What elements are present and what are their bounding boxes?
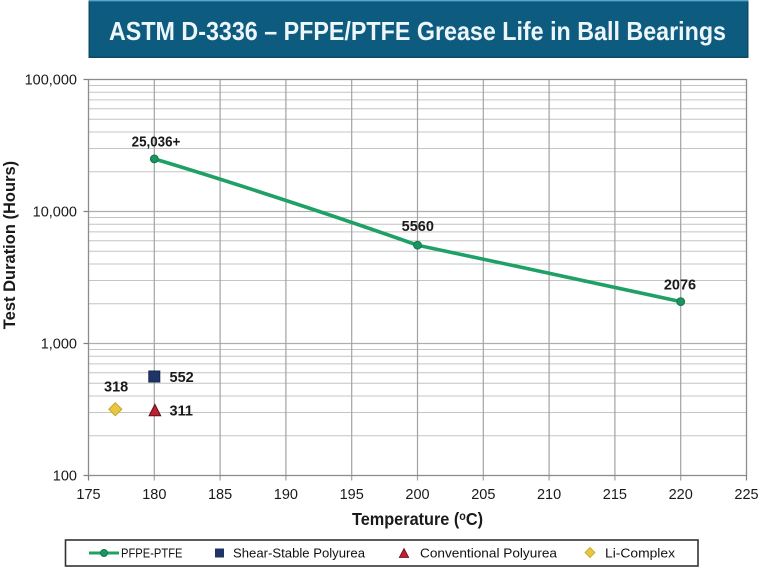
svg-text:200: 200 — [405, 487, 429, 503]
svg-text:190: 190 — [274, 487, 298, 503]
svg-text:1,000: 1,000 — [41, 337, 77, 353]
svg-text:Test Duration (Hours): Test Duration (Hours) — [1, 161, 19, 329]
svg-text:Conventional Polyurea: Conventional Polyurea — [420, 546, 558, 561]
svg-text:2076: 2076 — [664, 278, 696, 294]
svg-text:PFPE-PTFE: PFPE-PTFE — [121, 546, 183, 561]
svg-text:220: 220 — [669, 487, 693, 503]
svg-text:Shear-Stable Polyurea: Shear-Stable Polyurea — [233, 546, 366, 561]
svg-text:10,000: 10,000 — [33, 205, 77, 221]
svg-text:318: 318 — [104, 380, 128, 396]
svg-text:100,000: 100,000 — [25, 73, 77, 89]
svg-text:5560: 5560 — [402, 219, 434, 235]
svg-text:25,036+: 25,036+ — [132, 135, 181, 151]
svg-text:205: 205 — [471, 487, 495, 503]
svg-text:185: 185 — [208, 487, 232, 503]
svg-text:195: 195 — [340, 487, 364, 503]
svg-text:225: 225 — [734, 487, 758, 503]
svg-text:175: 175 — [76, 487, 100, 503]
svg-text:215: 215 — [603, 487, 627, 503]
svg-text:Li-Complex: Li-Complex — [605, 546, 676, 561]
svg-text:552: 552 — [170, 370, 194, 386]
svg-text:Temperature (oC): Temperature (oC) — [352, 509, 483, 529]
svg-text:210: 210 — [537, 487, 561, 503]
svg-text:180: 180 — [142, 487, 166, 503]
svg-text:ASTM D-3336 – PFPE/PTFE Grease: ASTM D-3336 – PFPE/PTFE Grease Life in B… — [109, 16, 726, 46]
svg-text:100: 100 — [53, 469, 77, 485]
svg-text:311: 311 — [170, 404, 193, 420]
